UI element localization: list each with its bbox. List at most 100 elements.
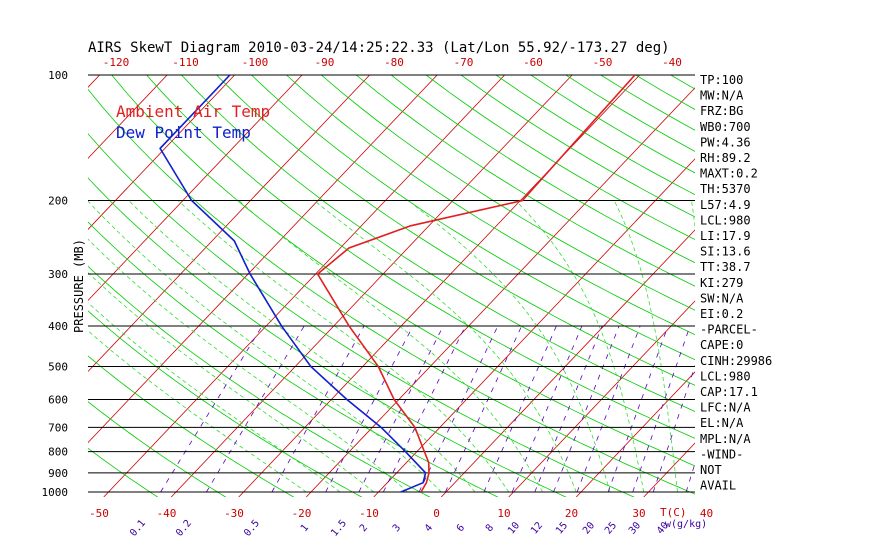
mixing-ratio-line (382, 325, 466, 493)
mixing-ratio-tick-label: 6 (455, 523, 467, 535)
top-tick-label: -40 (662, 56, 682, 69)
stat-item: -WIND- (700, 447, 743, 461)
mixing-ratio-tick-label: 20 (581, 520, 597, 536)
mixing-ratio-tick-label: 3 (391, 523, 403, 535)
stat-item: SI:13.6 (700, 245, 751, 259)
pressure-tick-label: 400 (48, 320, 68, 333)
series-layer (159, 75, 636, 493)
stat-item: LI:17.9 (700, 229, 751, 243)
mixing-ratio-line (553, 325, 620, 493)
bottom-tick-label: 30 (632, 507, 645, 520)
pressure-tick-label: 700 (48, 421, 68, 434)
top-tick-label: -80 (384, 56, 404, 69)
mixing-ratio-line (160, 325, 263, 493)
stat-item: WB0:700 (700, 120, 751, 134)
stat-item: KI:279 (700, 276, 743, 290)
stat-item: TH:5370 (700, 182, 751, 196)
bottom-tick-label: -20 (292, 507, 312, 520)
stat-item: LCL:980 (700, 213, 751, 227)
bottom-tick-label: 20 (565, 507, 578, 520)
isotherm-line (373, 158, 695, 497)
isotherm-line (846, 75, 870, 497)
mixing-ratio-line (418, 325, 499, 493)
stat-item: MPL:N/A (700, 432, 751, 446)
dry-adiabat-line (215, 75, 695, 386)
moist-adiabat-line (238, 200, 543, 493)
mixing-ratio-line (271, 325, 365, 493)
mixing-ratio-tick-label: 2 (358, 523, 370, 535)
top-tick-label: -110 (172, 56, 199, 69)
bottom-tick-label: 0 (433, 507, 440, 520)
stat-item: SW:N/A (700, 291, 744, 305)
pressure-tick-label: 100 (48, 69, 68, 82)
bottom-temperature-ticks: -50 -40 -30 -20 -10 0 10 20 30 40 (89, 507, 713, 520)
mixing-ratio-tick-label: 4 (423, 523, 435, 535)
isotherm-line (575, 371, 695, 497)
moist-adiabat-line (88, 238, 408, 493)
bottom-tick-label: 10 (497, 507, 510, 520)
moist-adiabat-line (313, 200, 577, 493)
legend-ambient-air-temp: Ambient Air Temp (116, 102, 270, 121)
stat-item: FRZ:BG (700, 104, 743, 118)
mixing-ratio-line (483, 325, 557, 493)
pressure-grid (88, 74, 695, 493)
top-tick-label: -120 (103, 56, 130, 69)
stat-item: CAP:17.1 (700, 385, 758, 399)
isotherm-line (88, 75, 438, 444)
pressure-tick-label: 500 (48, 360, 68, 373)
pressure-tick-label: 600 (48, 393, 68, 406)
top-temperature-ticks: -120 -110 -100 -90 -80 -70 -60 -50 -40 (103, 56, 682, 69)
bottom-tick-label: -40 (157, 507, 177, 520)
mixing-ratio-tick-label: 12 (529, 520, 545, 536)
top-tick-label: -60 (523, 56, 543, 69)
dry-adiabat-line (88, 447, 159, 497)
dew-point-temp-line (159, 75, 427, 493)
mixing-ratio-line (576, 325, 641, 493)
mixing-ratio-line (534, 325, 603, 493)
bottom-tick-label: -50 (89, 507, 109, 520)
mixing-ratio-tick-label: 15 (554, 520, 570, 536)
moist-adiabat-line (408, 200, 611, 493)
mixing-ratio-ticks: 0.1 0.2 0.5 1 1.5 2 3 4 6 8 10 12 15 20 25 30 40 (128, 518, 671, 539)
mixing-ratio-grid (160, 325, 695, 493)
dry-adiabat-line (250, 75, 695, 361)
dry-adiabat-line (285, 75, 695, 336)
isotherm-line (88, 75, 370, 373)
dry-adiabat-line (669, 75, 695, 90)
dry-adiabat-line (495, 75, 695, 196)
moist-adiabat-line (515, 200, 645, 493)
mixing-ratio-line (607, 325, 669, 493)
dry-adiabat-line (88, 401, 227, 497)
stat-item: LCL:980 (700, 369, 751, 383)
dry-adiabat-line (320, 75, 695, 311)
isotherm-line (0, 75, 32, 497)
top-tick-label: -50 (593, 56, 613, 69)
top-tick-label: -100 (242, 56, 269, 69)
mixing-ratio-tick-label: 1.5 (329, 518, 349, 539)
dry-adiabat-line (390, 75, 695, 264)
mixing-ratio-line (358, 325, 444, 493)
dry-adiabat-line (530, 75, 695, 174)
dry-adiabat-line (88, 310, 363, 497)
chart-title: AIRS SkewT Diagram 2010-03-24/14:25:22.3… (88, 40, 670, 56)
moist-adiabat-line (88, 200, 442, 493)
isotherm-line (643, 442, 695, 497)
mixing-ratio-tick-label: 8 (484, 523, 496, 535)
mixing-ratio-line (511, 325, 583, 493)
stat-item: MAXT:0.2 (700, 167, 758, 181)
stat-item: CINH:29986 (700, 354, 772, 368)
isotherm-grid (0, 75, 870, 497)
isotherm-line (779, 75, 870, 497)
dry-adiabat-line (88, 133, 635, 497)
stat-item: TT:38.7 (700, 260, 751, 274)
isotherm-line (88, 75, 235, 230)
dry-adiabat-line (88, 265, 431, 497)
mixing-ratio-line (445, 325, 522, 493)
stat-item: -PARCEL- (700, 323, 758, 337)
stat-item: EI:0.2 (700, 307, 743, 321)
top-tick-label: -70 (454, 56, 474, 69)
moist-adiabat-grid (88, 200, 695, 493)
stat-item: L57:4.9 (700, 198, 751, 212)
mixing-ratio-tick-label: 10 (506, 520, 522, 536)
